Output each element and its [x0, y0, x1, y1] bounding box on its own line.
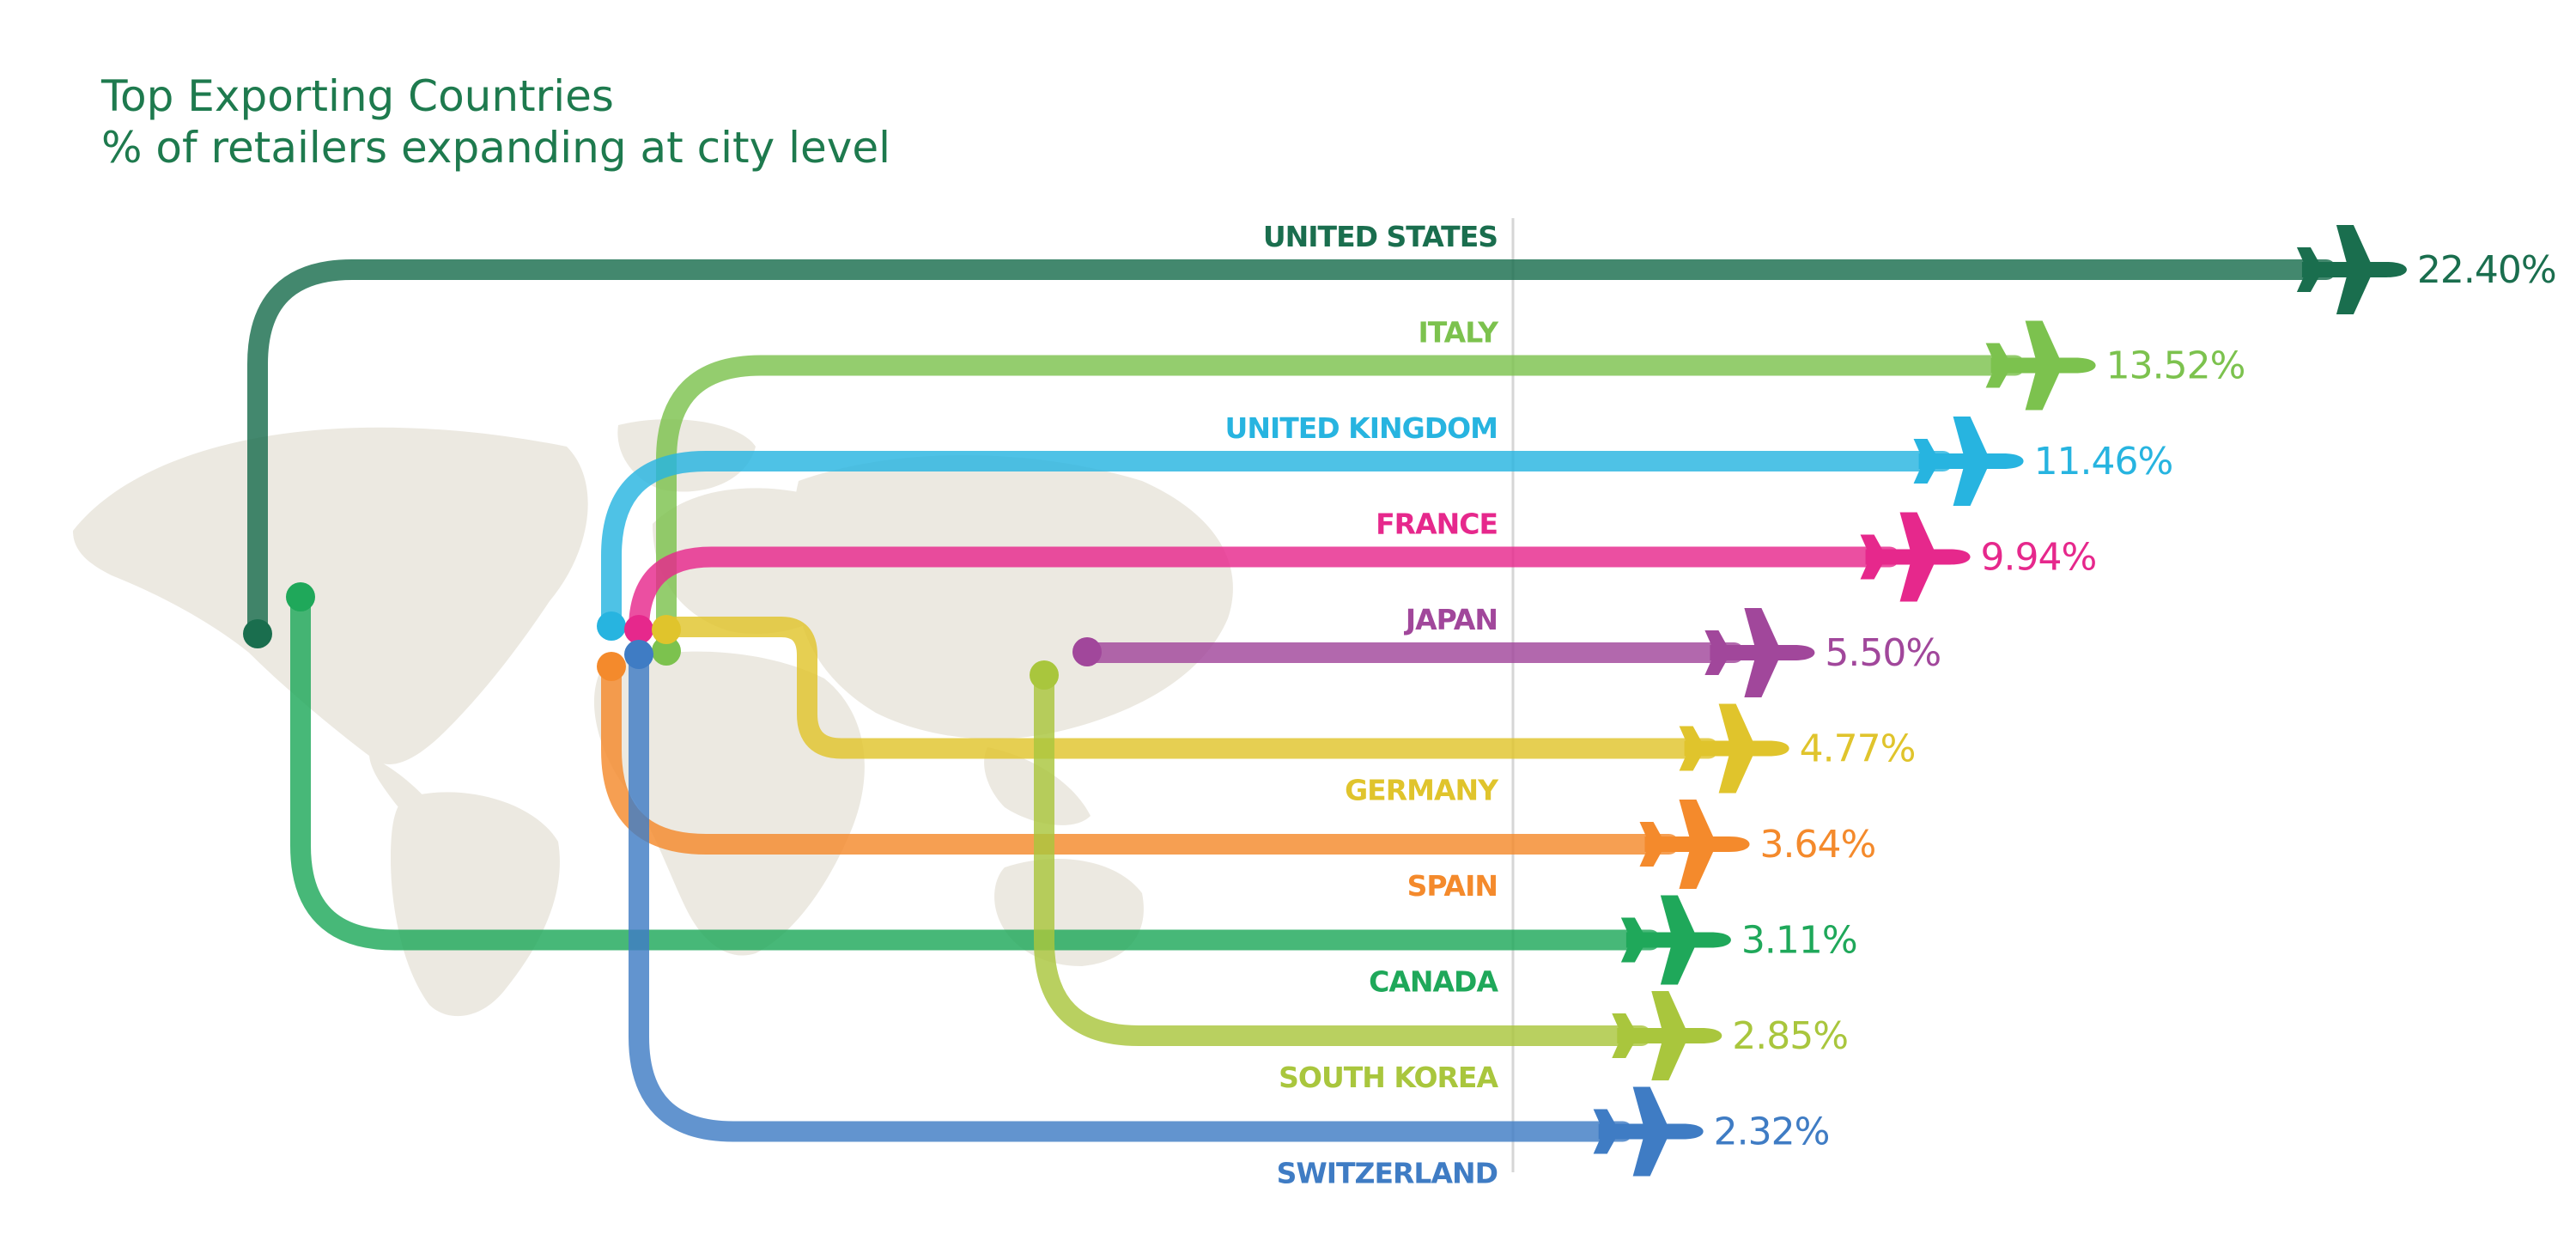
airplane-wings — [1953, 417, 1988, 506]
value-label-south-korea: 2.85% — [1732, 1014, 1848, 1058]
airplane-wings — [2336, 225, 2371, 314]
airplane-icon — [1985, 320, 2096, 411]
airplane-tail — [1620, 917, 1643, 963]
chart-title-block: Top Exporting Countries % of retailers e… — [101, 70, 890, 173]
route-united-states — [247, 259, 2336, 644]
country-label-united-states: UNITED STATES — [1263, 220, 1498, 253]
world-map-background — [73, 419, 1233, 1017]
airplane-wings — [1744, 608, 1779, 697]
airplane-tail — [1593, 1109, 1616, 1154]
airplane-icon — [1620, 895, 1731, 985]
country-label-united-kingdom: UNITED KINGDOM — [1225, 411, 1498, 445]
route-south-korea — [1034, 665, 1652, 1046]
value-label-germany: 4.77% — [1800, 727, 1916, 771]
airplane-wings — [2025, 320, 2060, 411]
airplane-icon — [1913, 417, 2024, 506]
value-label-spain: 3.64% — [1760, 823, 1876, 867]
route-united-kingdom — [601, 451, 1953, 636]
airplane-wings — [1679, 800, 1714, 889]
country-label-germany: GERMANY — [1345, 774, 1499, 807]
origin-dot-switzerland — [624, 640, 653, 669]
country-label-france: FRANCE — [1376, 508, 1498, 541]
airplane-tail — [1612, 1013, 1635, 1058]
country-label-spain: SPAIN — [1407, 869, 1498, 903]
airplane-tail — [1679, 726, 1702, 771]
airplane-fuselage — [1865, 549, 1971, 565]
route-italy — [656, 355, 2026, 661]
airplane-wings — [1899, 512, 1935, 602]
origin-dot-united-kingdom — [597, 611, 626, 641]
airplane-icon — [1593, 1086, 1704, 1177]
airplane-wings — [1660, 895, 1695, 985]
value-label-united-states: 22.40% — [2417, 248, 2556, 292]
map-north-america — [73, 427, 588, 764]
airplane-wings — [1718, 703, 1753, 794]
airplane-wings — [1632, 1086, 1668, 1177]
airplane-fuselage — [1644, 836, 1750, 852]
origin-dot-united-states — [243, 619, 272, 648]
airplane-icon — [1612, 991, 1722, 1080]
origin-dot-france — [624, 615, 653, 644]
airplane-tail — [1913, 439, 1936, 484]
origin-dot-spain — [597, 652, 626, 681]
map-south-america — [391, 792, 560, 1017]
origin-dot-canada — [286, 582, 315, 611]
airplane-fuselage — [1617, 1028, 1722, 1043]
value-label-japan: 5.50% — [1825, 631, 1941, 675]
value-label-canada: 3.11% — [1741, 919, 1857, 963]
airplane-icon — [1679, 703, 1789, 794]
airplane-fuselage — [2301, 262, 2407, 277]
airplane-wings — [1651, 991, 1686, 1080]
origin-dot-italy — [652, 636, 681, 666]
airplane-tail — [1639, 822, 1662, 867]
route-germany — [656, 617, 1719, 759]
airplane-tail — [1860, 534, 1883, 580]
origin-dot-japan — [1072, 637, 1102, 666]
country-label-south-korea: SOUTH KOREA — [1279, 1061, 1498, 1094]
airplane-icon — [2296, 225, 2407, 314]
airplane-icon — [1704, 608, 1815, 697]
airplane-fuselage — [1684, 740, 1789, 757]
airplane-fuselage — [1598, 1123, 1704, 1140]
country-label-canada: CANADA — [1369, 965, 1498, 999]
country-label-italy: ITALY — [1418, 316, 1499, 350]
country-label-switzerland: SWITZERLAND — [1277, 1157, 1498, 1190]
route-france — [629, 546, 1900, 640]
route-canada — [290, 587, 1661, 951]
airplane-icon — [1639, 800, 1750, 889]
value-label-italy: 13.52% — [2106, 344, 2245, 388]
origin-dot-germany — [652, 615, 681, 644]
route-switzerland — [629, 644, 1633, 1142]
chart-title: Top Exporting Countries — [101, 71, 614, 121]
airplane-tail — [2296, 247, 2319, 292]
map-africa — [593, 651, 865, 956]
chart-subtitle: % of retailers expanding at city level — [101, 123, 890, 173]
value-label-united-kingdom: 11.46% — [2034, 440, 2173, 484]
origin-dot-south-korea — [1030, 660, 1059, 690]
airplane-fuselage — [1625, 932, 1731, 948]
airplane-fuselage — [1710, 645, 1815, 660]
value-label-switzerland: 2.32% — [1714, 1110, 1830, 1154]
airplane-tail — [1985, 343, 2008, 388]
airplane-fuselage — [1990, 357, 2096, 374]
map-asia — [792, 455, 1233, 739]
airplane-icon — [1860, 512, 1971, 602]
airplane-tail — [1704, 630, 1728, 675]
airplane-fuselage — [1918, 453, 2024, 469]
value-label-france: 9.94% — [1981, 536, 2097, 580]
country-label-japan: JAPAN — [1404, 603, 1498, 636]
